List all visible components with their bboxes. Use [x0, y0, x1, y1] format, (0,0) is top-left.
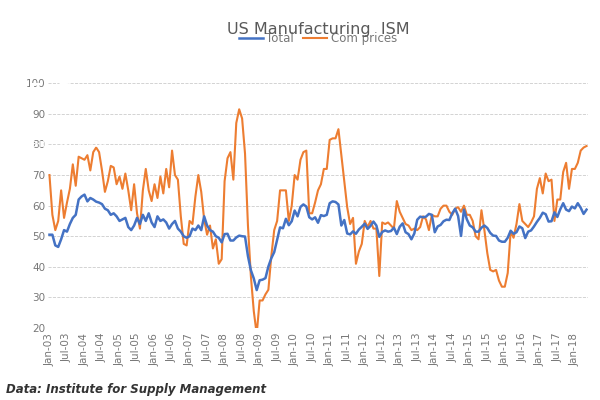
Legend: Total, Com prices: Total, Com prices [235, 27, 401, 50]
Text: FxPro: FxPro [28, 83, 101, 103]
Text: US Manufacturing  ISM: US Manufacturing ISM [227, 22, 409, 37]
Text: Data: Institute for Supply Management: Data: Institute for Supply Management [6, 383, 266, 396]
Text: Trade Like a Pro: Trade Like a Pro [23, 139, 106, 149]
